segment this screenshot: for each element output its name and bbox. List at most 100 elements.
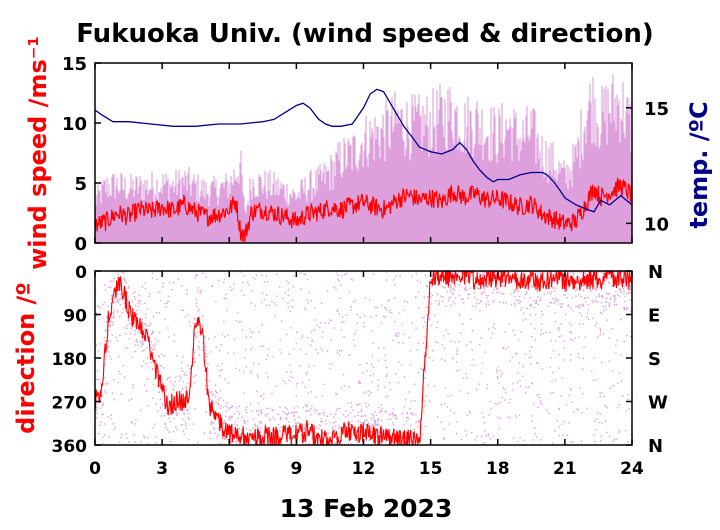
- direction-dot: [392, 339, 394, 341]
- direction-dot: [540, 329, 543, 331]
- direction-dot: [615, 344, 617, 346]
- direction-dot: [239, 434, 242, 436]
- direction-dot: [168, 282, 171, 284]
- direction-dot: [429, 293, 432, 295]
- direction-dot: [571, 297, 574, 299]
- direction-dot: [419, 420, 421, 422]
- direction-dot: [595, 281, 597, 284]
- direction-dot: [554, 312, 556, 314]
- direction-dot: [345, 272, 348, 275]
- direction-dot: [324, 322, 326, 324]
- direction-dot: [476, 389, 478, 391]
- direction-dot: [605, 292, 607, 294]
- direction-dot: [542, 313, 544, 316]
- direction-dot: [464, 430, 467, 432]
- direction-dot: [513, 295, 515, 298]
- direction-dot: [592, 317, 594, 320]
- direction-dot: [517, 440, 519, 443]
- direction-dot: [291, 306, 294, 308]
- direction-dot: [243, 419, 245, 422]
- direction-dot: [229, 419, 231, 421]
- direction-dot: [334, 413, 337, 416]
- direction-dot: [134, 298, 136, 300]
- direction-dot: [403, 333, 406, 336]
- direction-dot: [367, 422, 369, 424]
- direction-dot: [104, 389, 106, 392]
- direction-dot: [205, 388, 207, 390]
- direction-dot: [496, 371, 498, 373]
- direction-dot: [198, 346, 200, 348]
- direction-dot: [534, 432, 536, 435]
- direction-dot: [139, 341, 141, 343]
- direction-dot: [260, 395, 263, 397]
- direction-dot: [613, 438, 616, 441]
- direction-dot: [380, 440, 382, 442]
- direction-dot: [104, 289, 107, 291]
- direction-dot: [250, 348, 252, 351]
- direction-dot: [516, 352, 518, 355]
- direction-dot: [622, 288, 624, 290]
- direction-dot: [177, 412, 179, 414]
- direction-dot: [308, 423, 310, 425]
- direction-dot: [344, 424, 347, 427]
- direction-dot: [209, 380, 211, 382]
- direction-dot: [265, 359, 268, 361]
- direction-dot: [368, 390, 370, 392]
- direction-dot: [158, 384, 161, 386]
- direction-dot: [418, 421, 420, 423]
- direction-dot: [481, 362, 483, 364]
- direction-dot: [347, 414, 349, 417]
- direction-dot: [397, 335, 399, 337]
- direction-dot: [525, 290, 527, 293]
- direction-dot: [296, 382, 298, 385]
- direction-dot: [343, 321, 345, 323]
- direction-dot: [257, 402, 260, 404]
- direction-dot: [480, 299, 482, 302]
- direction-dot: [335, 442, 337, 444]
- direction-dot: [387, 439, 389, 441]
- direction-dot: [484, 441, 486, 444]
- direction-dot: [450, 395, 452, 397]
- direction-dot: [305, 373, 307, 375]
- direction-dot: [204, 336, 206, 338]
- direction-dot: [200, 291, 202, 293]
- direction-dot: [555, 297, 557, 300]
- direction-dot: [95, 344, 98, 346]
- direction-dot: [497, 366, 499, 368]
- direction-dot: [205, 276, 207, 278]
- direction-dot: [509, 398, 512, 400]
- direction-dot: [130, 332, 132, 335]
- direction-dot: [376, 423, 378, 425]
- direction-dot: [254, 304, 257, 307]
- direction-dot: [424, 370, 427, 373]
- direction-dot: [561, 305, 563, 308]
- direction-dot: [185, 409, 188, 412]
- direction-dot: [605, 301, 607, 303]
- y-tick-label: 10: [62, 114, 87, 135]
- direction-dot: [405, 417, 408, 419]
- direction-dot: [602, 273, 604, 276]
- direction-dot: [354, 426, 357, 429]
- direction-dot: [224, 415, 227, 417]
- direction-dot: [463, 288, 466, 290]
- direction-dot: [406, 301, 409, 303]
- direction-dot: [501, 396, 504, 399]
- direction-dot: [221, 369, 223, 371]
- direction-dot: [142, 341, 144, 344]
- direction-dot: [493, 289, 495, 291]
- direction-dot: [451, 357, 454, 360]
- direction-dot: [376, 306, 378, 309]
- direction-dot: [238, 405, 240, 407]
- direction-dot: [599, 330, 602, 333]
- direction-dot: [507, 416, 509, 418]
- direction-dot: [241, 289, 243, 292]
- direction-dot: [192, 322, 195, 325]
- direction-dot: [431, 349, 434, 352]
- direction-dot: [316, 324, 319, 327]
- direction-dot: [127, 347, 129, 349]
- direction-dot: [524, 293, 526, 296]
- direction-dot: [503, 346, 505, 349]
- direction-dot: [431, 285, 433, 287]
- direction-dot: [404, 376, 406, 378]
- direction-dot: [125, 332, 127, 335]
